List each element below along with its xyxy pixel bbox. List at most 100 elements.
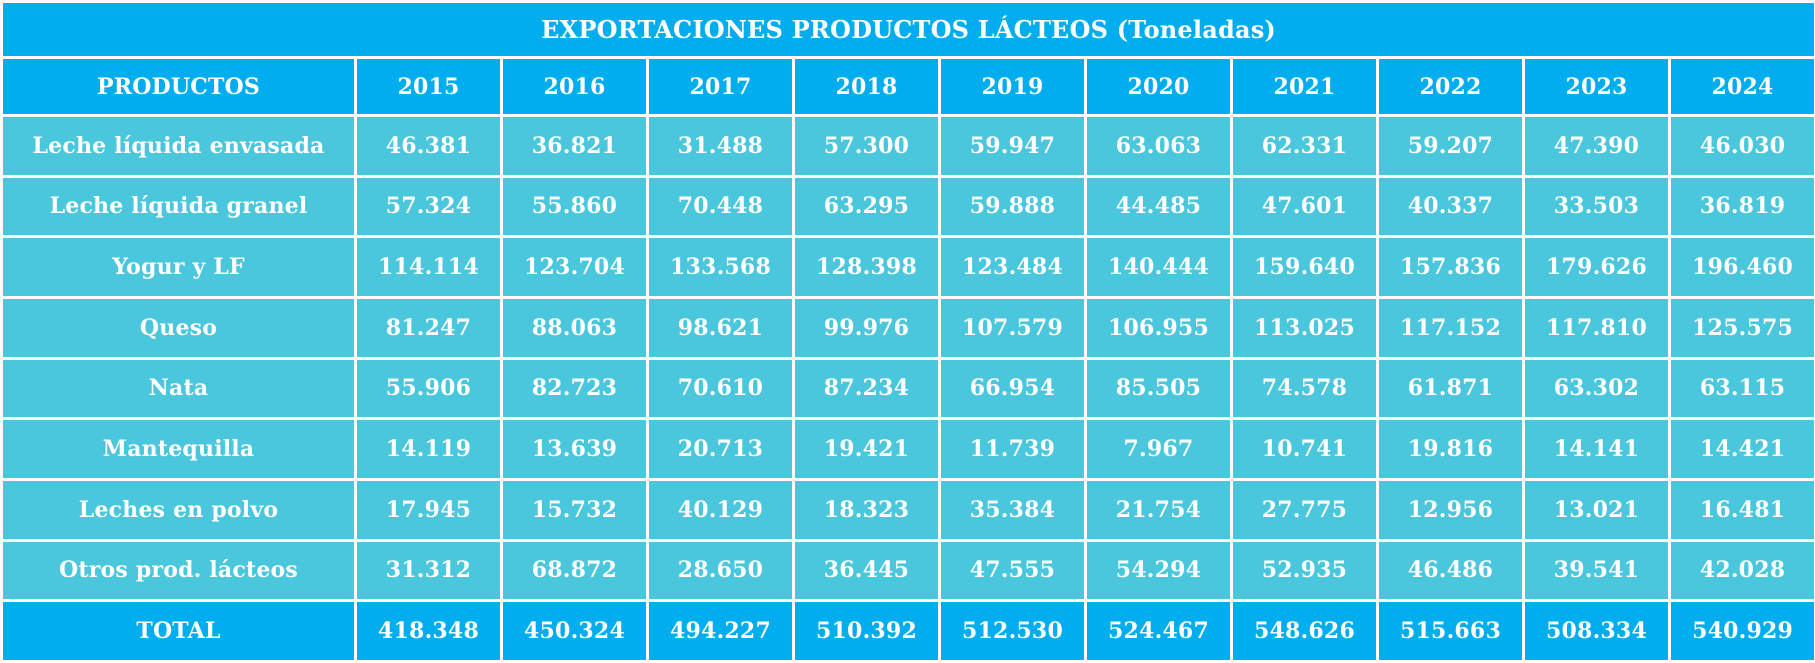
table-cell: 28.650: [646, 538, 795, 603]
row-label: Otros prod. lácteos: [0, 538, 357, 603]
table-cell: 159.640: [1230, 235, 1379, 299]
table-cell: 36.445: [792, 538, 941, 603]
total-cell: 450.324: [500, 599, 649, 663]
table-cell: 88.063: [500, 295, 649, 360]
total-cell: 540.929: [1667, 599, 1815, 663]
table-title: EXPORTACIONES PRODUCTOS LÁCTEOS (Tonelad…: [0, 0, 1815, 59]
table-cell: 125.575: [1667, 295, 1815, 360]
table-cell: 18.323: [792, 477, 941, 542]
table-cell: 62.331: [1230, 114, 1379, 178]
column-header-year: 2017: [646, 56, 795, 117]
table-cell: 20.713: [646, 417, 795, 481]
table-cell: 113.025: [1230, 295, 1379, 360]
table-row: Leche líquida envasada 46.381 36.821 31.488…: [0, 114, 1815, 178]
table-cell: 63.063: [1084, 114, 1233, 178]
table-cell: 7.967: [1084, 417, 1233, 481]
table-cell: 98.621: [646, 295, 795, 360]
table-cell: 27.775: [1230, 477, 1379, 542]
column-header-year: 2024: [1667, 56, 1815, 117]
table-cell: 57.324: [354, 174, 503, 239]
total-row: TOTAL 418.348 450.324 494.227 510.392 512.530…: [0, 599, 1815, 663]
row-label: Yogur y LF: [0, 235, 357, 299]
table-cell: 13.021: [1522, 477, 1671, 542]
table-cell: 87.234: [792, 356, 941, 421]
table-cell: 59.947: [938, 114, 1087, 178]
table-cell: 12.956: [1376, 477, 1525, 542]
table-cell: 21.754: [1084, 477, 1233, 542]
table-cell: 81.247: [354, 295, 503, 360]
table-row: Yogur y LF 114.114 123.704 133.568 128.398 12…: [0, 235, 1815, 299]
table-cell: 46.486: [1376, 538, 1525, 603]
total-cell: 418.348: [354, 599, 503, 663]
table-cell: 106.955: [1084, 295, 1233, 360]
table-cell: 52.935: [1230, 538, 1379, 603]
table-cell: 82.723: [500, 356, 649, 421]
table-cell: 40.129: [646, 477, 795, 542]
table-cell: 19.816: [1376, 417, 1525, 481]
table-cell: 11.739: [938, 417, 1087, 481]
table-cell: 179.626: [1522, 235, 1671, 299]
table-cell: 46.030: [1667, 114, 1815, 178]
table-cell: 133.568: [646, 235, 795, 299]
table-cell: 10.741: [1230, 417, 1379, 481]
column-header-year: 2015: [354, 56, 503, 117]
table-cell: 44.485: [1084, 174, 1233, 239]
table-cell: 117.810: [1522, 295, 1671, 360]
table-cell: 47.601: [1230, 174, 1379, 239]
column-header-year: 2020: [1084, 56, 1233, 117]
table-cell: 55.860: [500, 174, 649, 239]
column-header-products: PRODUCTOS: [0, 56, 357, 117]
table-cell: 63.302: [1522, 356, 1671, 421]
table-cell: 14.119: [354, 417, 503, 481]
table-cell: 39.541: [1522, 538, 1671, 603]
total-cell: 508.334: [1522, 599, 1671, 663]
table-cell: 70.610: [646, 356, 795, 421]
table-cell: 85.505: [1084, 356, 1233, 421]
column-header-year: 2016: [500, 56, 649, 117]
table-cell: 13.639: [500, 417, 649, 481]
column-header-year: 2022: [1376, 56, 1525, 117]
table-cell: 14.421: [1667, 417, 1815, 481]
table-cell: 99.976: [792, 295, 941, 360]
table-cell: 107.579: [938, 295, 1087, 360]
table-cell: 19.421: [792, 417, 941, 481]
table-cell: 42.028: [1667, 538, 1815, 603]
table-title-row: EXPORTACIONES PRODUCTOS LÁCTEOS (Tonelad…: [0, 0, 1815, 59]
column-header-year: 2023: [1522, 56, 1671, 117]
row-label: Queso: [0, 295, 357, 360]
table-cell: 196.460: [1667, 235, 1815, 299]
table-cell: 47.390: [1522, 114, 1671, 178]
table-cell: 15.732: [500, 477, 649, 542]
table-cell: 35.384: [938, 477, 1087, 542]
table-cell: 57.300: [792, 114, 941, 178]
table-cell: 31.488: [646, 114, 795, 178]
table-body: Leche líquida envasada 46.381 36.821 31.488…: [0, 114, 1815, 663]
total-cell: 510.392: [792, 599, 941, 663]
table-cell: 140.444: [1084, 235, 1233, 299]
table-cell: 123.484: [938, 235, 1087, 299]
column-header-year: 2018: [792, 56, 941, 117]
row-label: Nata: [0, 356, 357, 421]
table-cell: 123.704: [500, 235, 649, 299]
total-cell: 494.227: [646, 599, 795, 663]
row-label: Mantequilla: [0, 417, 357, 481]
table-cell: 36.821: [500, 114, 649, 178]
table-row: Leches en polvo 17.945 15.732 40.129 18.323 3…: [0, 477, 1815, 542]
table-cell: 61.871: [1376, 356, 1525, 421]
table-cell: 74.578: [1230, 356, 1379, 421]
table-cell: 114.114: [354, 235, 503, 299]
table-cell: 40.337: [1376, 174, 1525, 239]
table-header-row: PRODUCTOS 2015 2016 2017 2018 2019 2020 2021 202…: [0, 56, 1815, 117]
row-label: Leches en polvo: [0, 477, 357, 542]
table-cell: 68.872: [500, 538, 649, 603]
table-cell: 66.954: [938, 356, 1087, 421]
total-label: TOTAL: [0, 599, 357, 663]
table-cell: 54.294: [1084, 538, 1233, 603]
table-cell: 14.141: [1522, 417, 1671, 481]
total-cell: 515.663: [1376, 599, 1525, 663]
table-cell: 117.152: [1376, 295, 1525, 360]
table-cell: 157.836: [1376, 235, 1525, 299]
table-cell: 63.295: [792, 174, 941, 239]
